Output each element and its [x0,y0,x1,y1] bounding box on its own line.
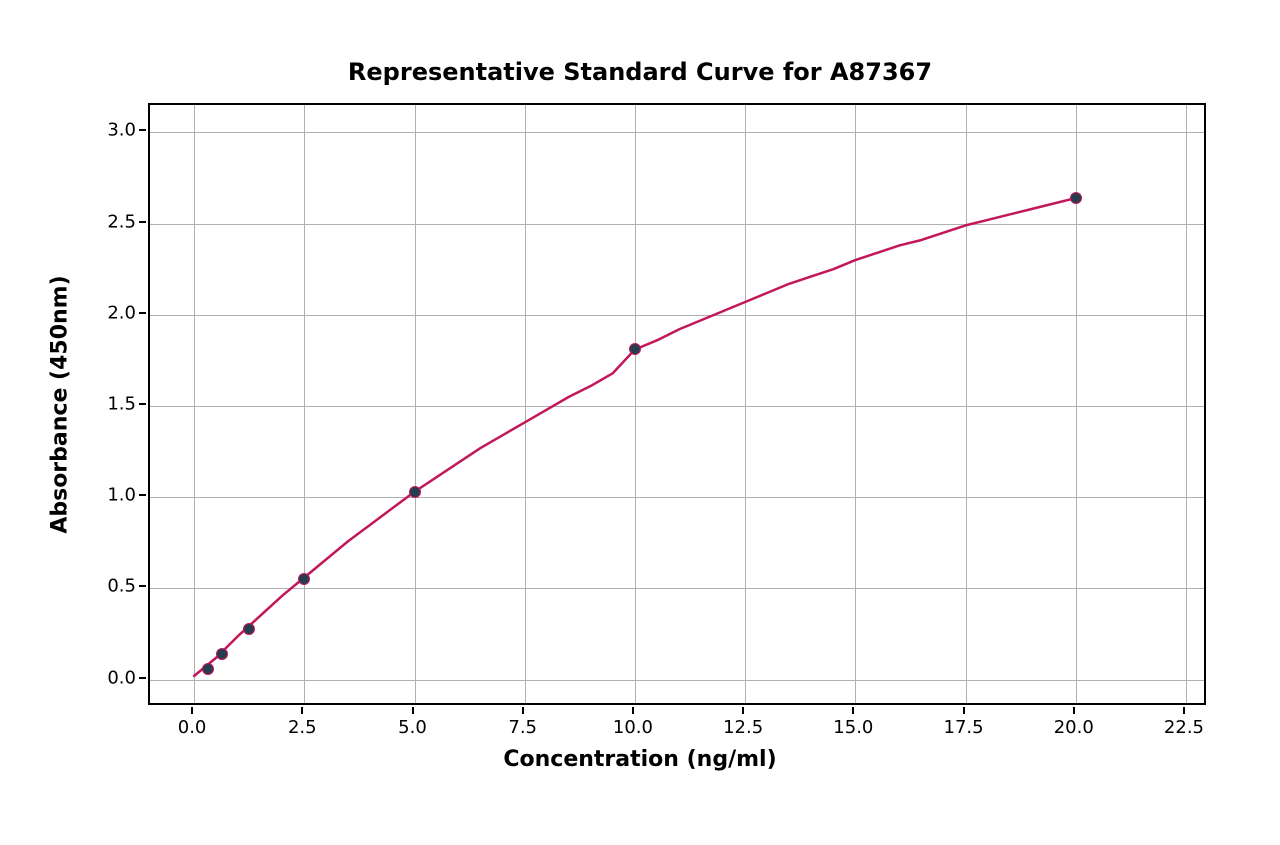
grid-line-vertical [966,105,967,703]
grid-line-vertical [525,105,526,703]
grid-line-vertical [194,105,195,703]
x-tick [412,707,414,714]
data-point [1070,192,1082,204]
y-tick [139,585,146,587]
grid-line-horizontal [150,315,1204,316]
x-tick-label: 12.5 [723,717,763,738]
data-point [409,486,421,498]
grid-line-horizontal [150,588,1204,589]
y-tick [139,494,146,496]
chart-title: Representative Standard Curve for A87367 [0,58,1280,86]
data-point [298,573,310,585]
grid-line-vertical [304,105,305,703]
x-tick [963,707,965,714]
grid-line-horizontal [150,680,1204,681]
y-tick [139,312,146,314]
x-tick [191,707,193,714]
y-tick [139,403,146,405]
x-tick [301,707,303,714]
y-tick-label: 1.0 [100,485,136,506]
x-tick-label: 17.5 [943,717,983,738]
x-tick [522,707,524,714]
y-tick-label: 0.5 [100,576,136,597]
x-tick [1073,707,1075,714]
y-tick-label: 2.5 [100,211,136,232]
grid-line-vertical [855,105,856,703]
grid-line-vertical [1186,105,1187,703]
x-axis-label: Concentration (ng/ml) [0,747,1280,772]
y-tick-label: 0.0 [100,667,136,688]
x-tick-label: 10.0 [613,717,653,738]
x-tick-label: 7.5 [508,717,537,738]
data-point [202,663,214,675]
y-tick [139,677,146,679]
y-tick-label: 1.5 [100,394,136,415]
y-tick [139,129,146,131]
grid-line-horizontal [150,406,1204,407]
x-tick-label: 0.0 [178,717,207,738]
x-tick [742,707,744,714]
x-tick-label: 20.0 [1054,717,1094,738]
x-tick [1183,707,1185,714]
x-tick [632,707,634,714]
x-tick [852,707,854,714]
y-tick-label: 2.0 [100,302,136,323]
grid-line-horizontal [150,132,1204,133]
data-point [629,343,641,355]
data-point [216,648,228,660]
plot-area [148,103,1206,705]
x-tick-label: 22.5 [1164,717,1204,738]
grid-line-vertical [745,105,746,703]
data-point [243,623,255,635]
y-axis-label: Absorbance (450nm) [48,104,73,706]
x-tick-label: 15.0 [833,717,873,738]
grid-line-vertical [635,105,636,703]
grid-line-vertical [415,105,416,703]
x-tick-label: 5.0 [398,717,427,738]
grid-line-horizontal [150,497,1204,498]
y-tick-label: 3.0 [100,120,136,141]
x-tick-label: 2.5 [288,717,317,738]
y-tick [139,221,146,223]
chart-container: Representative Standard Curve for A87367… [0,0,1280,845]
grid-line-horizontal [150,224,1204,225]
